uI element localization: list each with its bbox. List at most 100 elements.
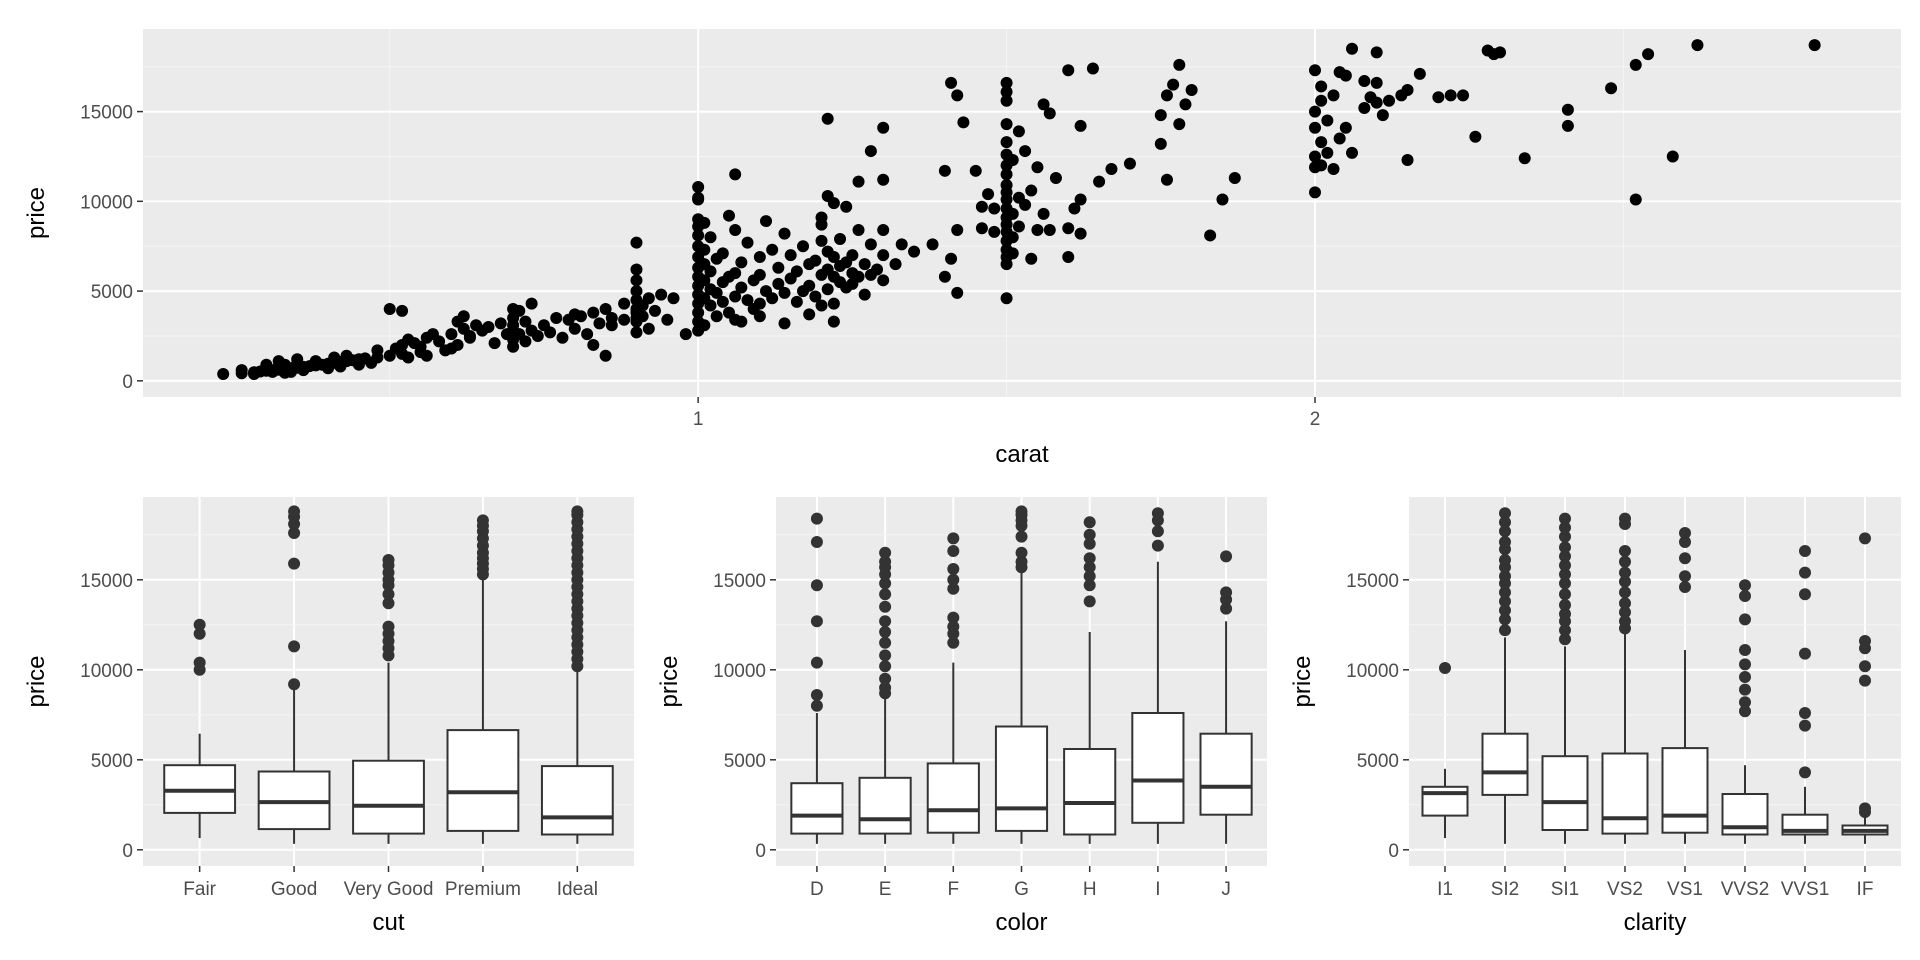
outlier-point: [1619, 606, 1631, 619]
data-point: [797, 240, 810, 253]
outlier-point: [879, 577, 892, 590]
outlier-point: [1499, 604, 1511, 617]
outlier-point: [879, 660, 892, 673]
y-tick-label: 0: [122, 372, 133, 393]
x-tick-label: G: [1014, 879, 1029, 900]
data-point: [1006, 154, 1019, 167]
outlier-point: [1799, 647, 1811, 660]
data-point: [371, 344, 384, 357]
outlier-point: [947, 611, 960, 624]
data-point: [975, 200, 988, 213]
x-tick-label: VVS2: [1721, 879, 1770, 900]
data-point: [488, 337, 501, 350]
box-i: [1131, 507, 1185, 844]
data-point: [753, 250, 766, 263]
outlier-point: [1015, 555, 1028, 568]
data-point: [1160, 173, 1173, 186]
data-point: [945, 76, 958, 89]
data-point: [957, 116, 970, 129]
data-point: [1074, 119, 1087, 132]
data-point: [1561, 119, 1574, 132]
data-point: [766, 292, 779, 305]
outlier-point: [1739, 644, 1751, 656]
data-point: [1185, 84, 1198, 97]
box-iqr: [1601, 752, 1649, 835]
data-point: [1000, 179, 1013, 192]
data-point: [741, 294, 754, 307]
box-very-good: [352, 554, 425, 844]
outlier-point: [810, 656, 823, 669]
box-iqr: [858, 776, 912, 835]
box-good: [257, 505, 331, 844]
data-point: [1228, 171, 1241, 184]
data-point: [328, 351, 341, 364]
data-point: [852, 270, 865, 283]
data-point: [772, 277, 785, 290]
outlier-point: [879, 672, 892, 685]
data-point: [1444, 89, 1457, 102]
data-point: [587, 306, 600, 319]
data-point: [1339, 121, 1352, 134]
data-point: [1074, 227, 1087, 240]
data-point: [476, 324, 489, 337]
data-point: [519, 335, 532, 348]
boxplot-clarity-price: 0 5000 10000 15000 price I1 SI2 SI1 VS2 VS1 VVS2 VV…: [1289, 497, 1901, 936]
data-point: [871, 263, 884, 276]
outlier-point: [1799, 719, 1811, 732]
data-point: [679, 328, 692, 341]
data-point: [858, 258, 871, 271]
outlier-point: [1499, 595, 1511, 608]
data-point: [1321, 114, 1334, 127]
data-point: [784, 249, 797, 262]
outlier-point: [1859, 635, 1871, 647]
data-point: [1019, 145, 1032, 158]
outlier-point: [1679, 527, 1691, 539]
data-point: [383, 303, 396, 316]
x-tick-label: J: [1221, 879, 1231, 900]
data-point: [809, 254, 822, 267]
data-point: [735, 281, 748, 294]
outlier-point: [1619, 545, 1631, 557]
data-point: [1370, 46, 1383, 59]
outlier-point: [193, 618, 206, 631]
outlier-point: [1220, 602, 1233, 615]
data-point: [1062, 222, 1075, 235]
outlier-point: [1151, 539, 1164, 552]
outlier-point: [1799, 707, 1811, 719]
outlier-point: [1499, 516, 1511, 529]
data-point: [365, 356, 378, 369]
data-point: [463, 329, 476, 342]
outlier-point: [382, 588, 395, 601]
data-point: [1315, 94, 1328, 107]
outlier-point: [382, 620, 395, 633]
data-point: [753, 310, 766, 323]
x-tick-label: IF: [1857, 879, 1874, 900]
outlier-point: [879, 681, 892, 694]
data-point: [1154, 109, 1167, 122]
data-point: [494, 317, 507, 330]
data-point: [1167, 78, 1180, 91]
data-point: [1401, 84, 1414, 97]
data-point: [556, 331, 569, 344]
data-point: [815, 211, 828, 224]
data-point: [544, 326, 557, 339]
data-point: [426, 328, 439, 341]
data-point: [1043, 224, 1056, 237]
data-point: [630, 326, 643, 339]
data-point: [1006, 247, 1019, 260]
outlier-point: [1559, 550, 1571, 563]
outlier-point: [810, 512, 823, 525]
data-point: [1154, 137, 1167, 150]
outlier-point: [1859, 660, 1871, 673]
outlier-point: [810, 579, 823, 592]
data-point: [1370, 76, 1383, 89]
outlier-point: [879, 546, 892, 559]
data-point: [568, 322, 581, 335]
data-point: [1012, 220, 1025, 233]
data-point: [1012, 125, 1025, 138]
outlier-point: [1799, 545, 1811, 557]
x-tick-label: Ideal: [557, 879, 598, 900]
data-point: [1006, 207, 1019, 220]
x-tick-label: 2: [1310, 409, 1321, 430]
data-point: [1000, 292, 1013, 305]
